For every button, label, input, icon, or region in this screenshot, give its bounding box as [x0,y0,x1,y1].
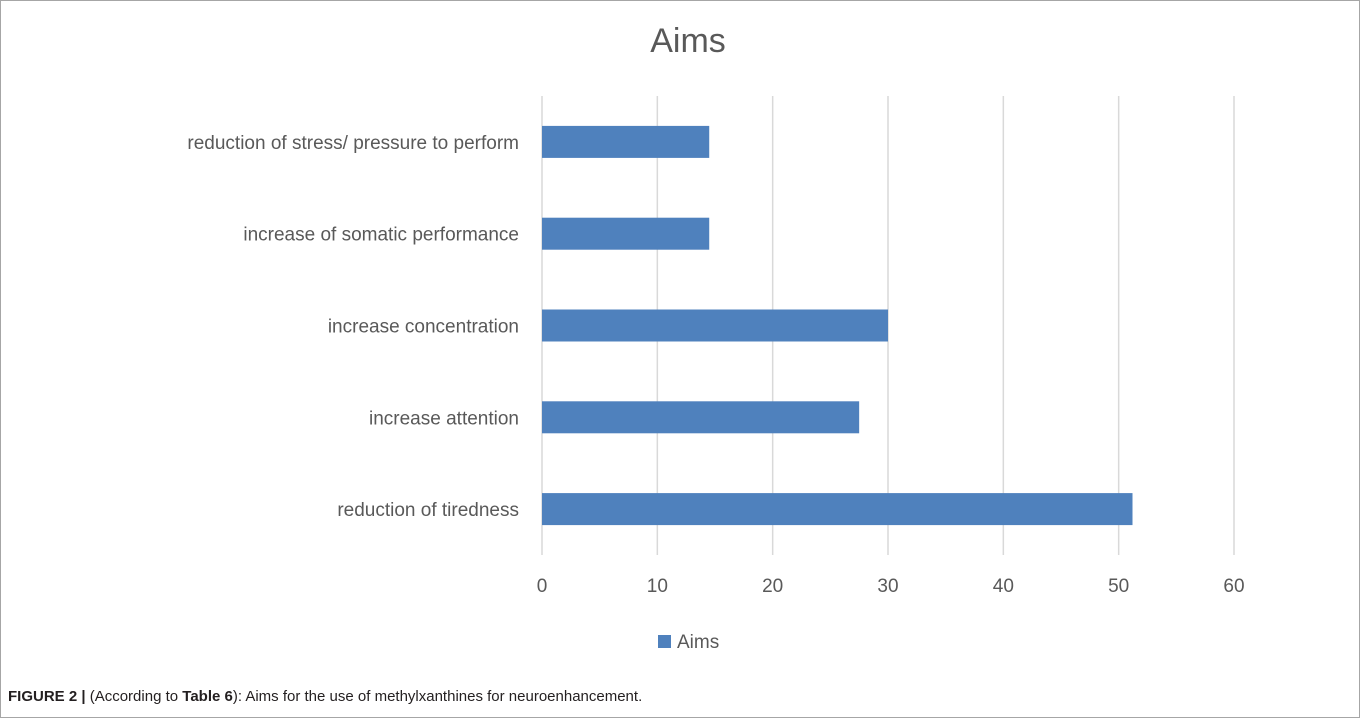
x-tick-label: 20 [762,576,783,597]
figure-caption: FIGURE 2 | (According to Table 6): Aims … [8,688,642,705]
bar [542,217,710,250]
category-label: reduction of tiredness [337,500,519,521]
bar [542,401,860,434]
bars [542,125,1133,526]
caption-table-ref: Table 6 [182,688,233,705]
bar [542,309,888,342]
category-label: increase of somatic performance [243,225,519,246]
legend-label: Aims [677,632,719,653]
category-labels: reduction of stress/ pressure to perform… [187,133,519,521]
chart-title: Aims [650,22,726,60]
legend-swatch [658,635,671,648]
x-tick-label: 10 [647,576,668,597]
x-tick-label: 0 [537,576,548,597]
caption-label: FIGURE 2 | [8,688,86,705]
category-label: reduction of stress/ pressure to perform [187,133,519,154]
x-tick-label: 60 [1223,576,1244,597]
x-tick-label: 40 [993,576,1014,597]
x-tick-label: 50 [1108,576,1129,597]
gridlines [541,96,1235,555]
bar [542,125,710,158]
caption-pre: (According to [85,688,183,705]
category-label: increase attention [369,408,519,429]
x-tick-labels: 0 10 20 30 40 50 60 [537,576,1245,597]
caption-post: ): Aims for the use of methylxanthines f… [232,688,643,705]
legend: Aims [658,632,719,653]
bar [542,493,1133,526]
x-tick-label: 30 [877,576,898,597]
category-label: increase concentration [328,317,519,338]
